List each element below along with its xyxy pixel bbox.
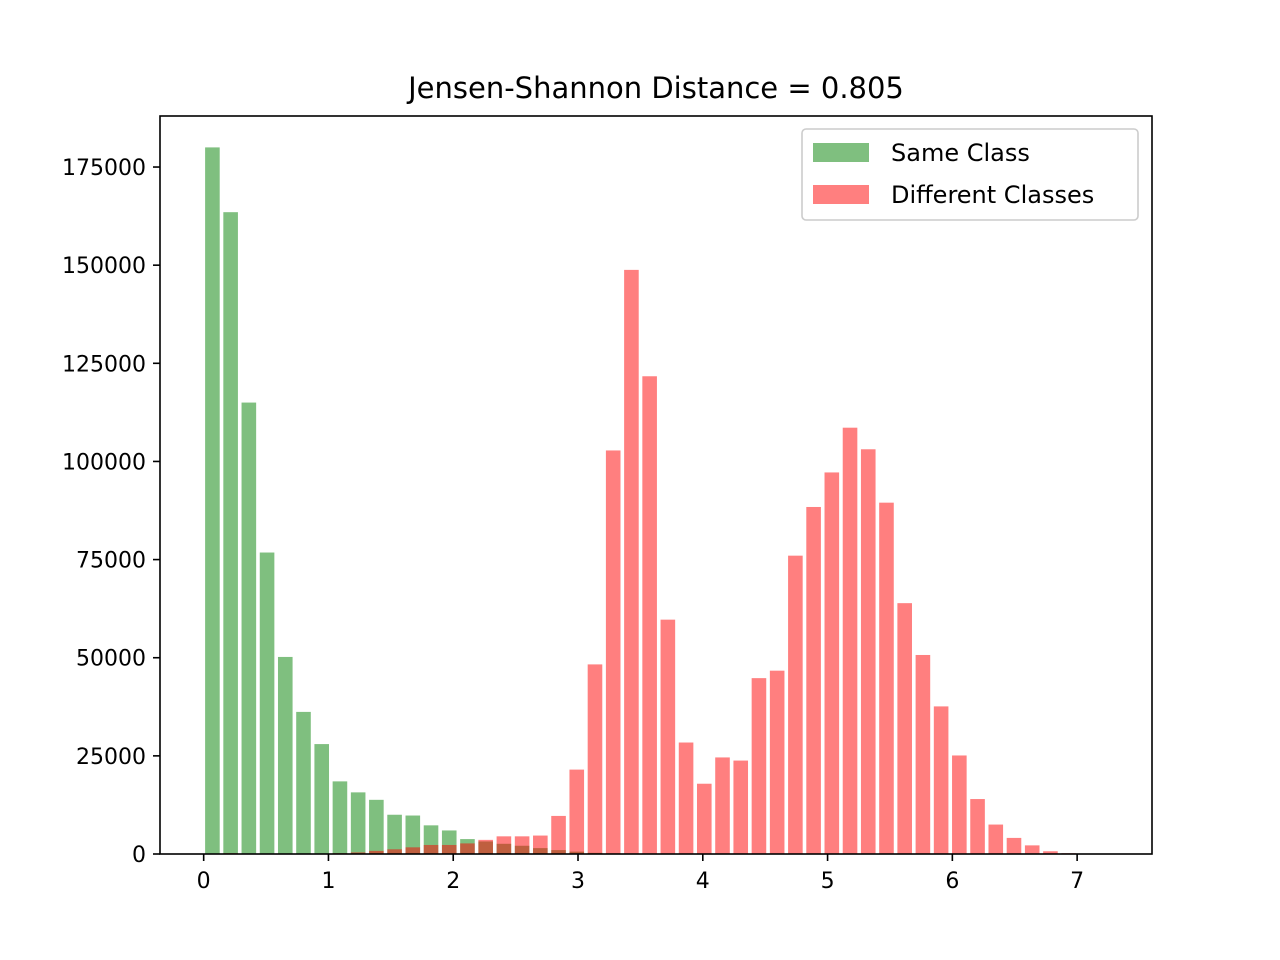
bar-same-class <box>259 552 275 854</box>
y-tick-label: 125000 <box>62 352 146 377</box>
bar-same-class <box>405 815 421 854</box>
bar-different-classes <box>952 755 967 854</box>
bar-different-classes <box>423 844 439 854</box>
x-tick-label: 7 <box>1070 869 1084 894</box>
bar-different-classes <box>696 783 712 854</box>
y-tick-label: 150000 <box>62 254 146 279</box>
bar-different-classes <box>842 427 858 854</box>
bar-different-classes <box>605 450 621 854</box>
bar-different-classes <box>514 836 530 854</box>
bar-different-classes <box>970 799 985 854</box>
x-tick-label: 3 <box>571 869 585 894</box>
bar-different-classes <box>897 603 912 854</box>
bar-same-class <box>241 402 257 854</box>
x-axis: 0 1 2 3 4 5 6 7 <box>197 854 1084 894</box>
y-tick-label: 0 <box>132 843 146 868</box>
bar-different-classes <box>879 502 894 854</box>
bar-same-class <box>223 212 238 854</box>
y-tick-label: 75000 <box>76 549 146 574</box>
bar-different-classes <box>751 678 767 854</box>
bar-different-classes <box>460 843 475 854</box>
chart-title: Jensen-Shannon Distance = 0.805 <box>406 71 904 105</box>
bar-different-classes <box>478 839 493 854</box>
series-different-classes <box>223 269 1113 854</box>
bar-same-class <box>350 792 366 854</box>
bar-different-classes <box>915 654 931 854</box>
y-tick-label: 50000 <box>76 647 146 672</box>
bar-different-classes <box>988 824 1004 854</box>
bar-different-classes <box>860 449 876 854</box>
bar-different-classes <box>441 844 457 854</box>
bar-different-classes <box>587 664 603 854</box>
bar-different-classes <box>1043 851 1058 854</box>
y-tick-label: 175000 <box>62 156 146 181</box>
bar-different-classes <box>369 850 384 854</box>
bar-different-classes <box>933 706 949 854</box>
legend-swatch-same-class <box>813 143 869 162</box>
x-tick-label: 2 <box>446 869 460 894</box>
bar-same-class <box>296 711 311 854</box>
bar-same-class <box>332 781 348 854</box>
bar-same-class <box>314 744 330 854</box>
x-tick-label: 1 <box>321 869 335 894</box>
bar-different-classes <box>642 376 657 854</box>
bar-same-class <box>205 147 220 855</box>
bar-different-classes <box>678 742 694 854</box>
bar-same-class <box>277 656 293 854</box>
bar-different-classes <box>806 506 821 854</box>
bar-different-classes <box>496 836 512 854</box>
bar-different-classes <box>569 769 585 854</box>
bar-different-classes <box>533 835 548 854</box>
bar-same-class <box>387 814 402 854</box>
x-tick-label: 4 <box>696 869 710 894</box>
y-axis: 0 25000 50000 75000 100000 125000 150000 175000 <box>62 156 160 868</box>
plot-area-frame <box>159 115 1153 855</box>
x-tick-label: 6 <box>945 869 959 894</box>
bar-different-classes <box>405 847 421 854</box>
bar-different-classes <box>733 760 749 854</box>
x-tick-label: 5 <box>821 869 835 894</box>
bar-different-classes <box>788 555 803 854</box>
bar-different-classes <box>387 849 402 854</box>
y-tick-label: 25000 <box>76 745 146 770</box>
bar-same-class <box>369 799 384 854</box>
bar-different-classes <box>715 757 730 854</box>
legend-swatch-different-classes <box>813 185 869 204</box>
legend: Same Class Different Classes <box>801 128 1139 221</box>
bar-different-classes <box>824 472 840 854</box>
legend-label-same-class: Same Class <box>891 139 1030 167</box>
bar-different-classes <box>769 670 785 854</box>
y-tick-label: 100000 <box>62 450 146 475</box>
bar-different-classes <box>660 619 676 854</box>
legend-label-different-classes: Different Classes <box>891 181 1094 209</box>
bar-different-classes <box>1024 845 1040 854</box>
legend-box <box>801 128 1139 221</box>
bar-different-classes <box>624 269 639 854</box>
x-tick-label: 0 <box>197 869 211 894</box>
bar-different-classes <box>551 815 566 854</box>
bar-different-classes <box>1006 837 1022 854</box>
